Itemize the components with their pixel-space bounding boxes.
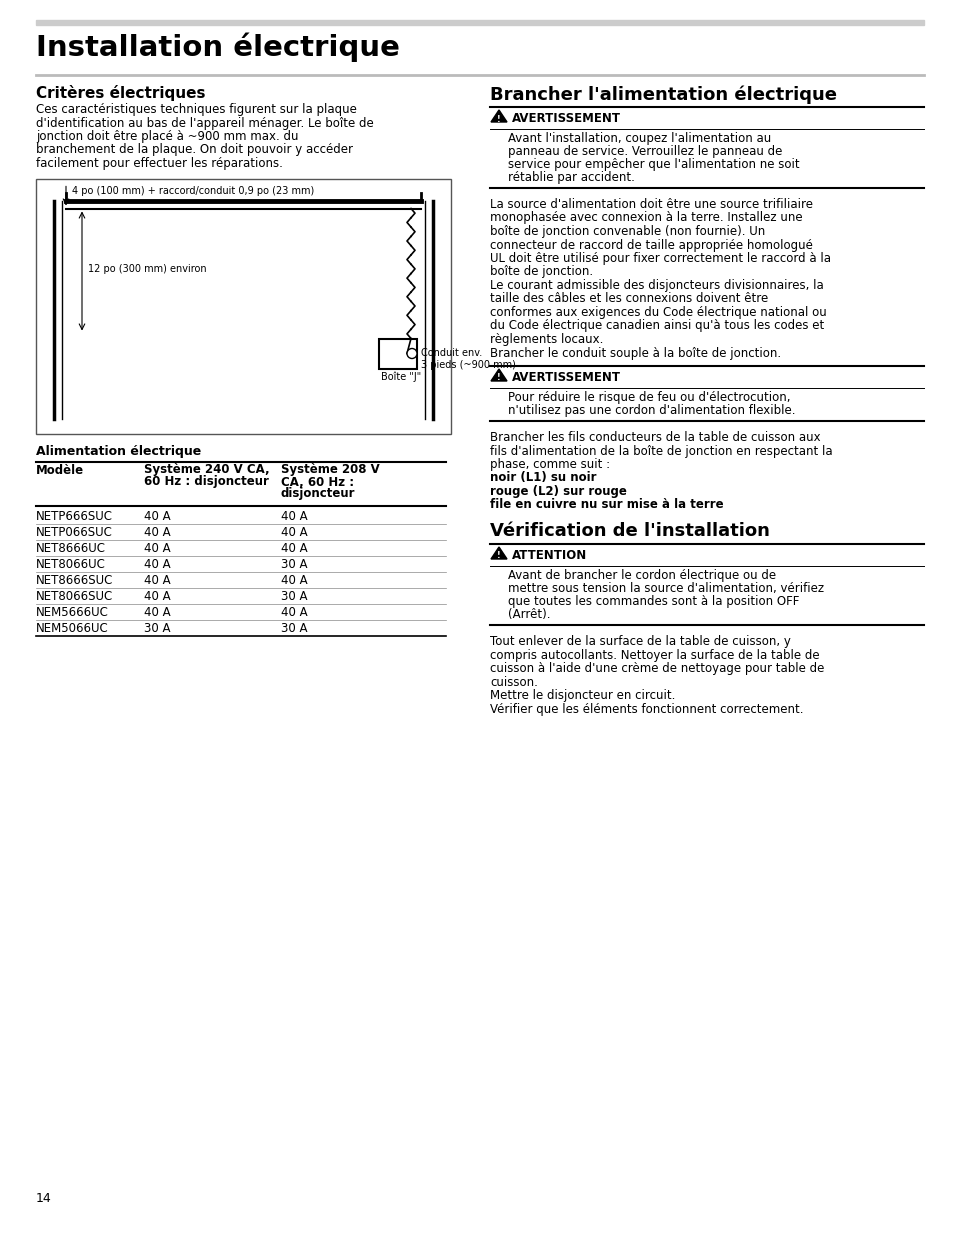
Text: compris autocollants. Nettoyer la surface de la table de: compris autocollants. Nettoyer la surfac… xyxy=(490,648,819,662)
Text: Système 240 V CA,: Système 240 V CA, xyxy=(144,463,270,477)
Text: 40 A: 40 A xyxy=(144,589,171,603)
Text: NET8066UC: NET8066UC xyxy=(36,557,106,571)
Text: Pour réduire le risque de feu ou d'électrocution,: Pour réduire le risque de feu ou d'élect… xyxy=(507,391,790,404)
Text: Le courant admissible des disjoncteurs divisionnaires, la: Le courant admissible des disjoncteurs d… xyxy=(490,279,822,291)
Text: NET8666UC: NET8666UC xyxy=(36,541,106,555)
Text: Alimentation électrique: Alimentation électrique xyxy=(36,446,201,458)
Text: Modèle: Modèle xyxy=(36,463,84,477)
Text: boîte de jonction.: boîte de jonction. xyxy=(490,266,593,279)
Text: CA, 60 Hz :: CA, 60 Hz : xyxy=(281,475,354,489)
Text: 40 A: 40 A xyxy=(144,510,171,522)
Text: Boîte "J": Boîte "J" xyxy=(380,372,421,382)
Text: boîte de jonction convenable (non fournie). Un: boîte de jonction convenable (non fourni… xyxy=(490,225,764,238)
Text: service pour empêcher que l'alimentation ne soit: service pour empêcher que l'alimentation… xyxy=(507,158,799,170)
Text: Brancher les fils conducteurs de la table de cuisson aux: Brancher les fils conducteurs de la tabl… xyxy=(490,431,820,445)
Text: rouge (L2) sur rouge: rouge (L2) sur rouge xyxy=(490,485,626,498)
Text: La source d'alimentation doit être une source trifiliaire: La source d'alimentation doit être une s… xyxy=(490,198,812,211)
Bar xyxy=(36,20,923,25)
Text: file en cuivre nu sur mise à la terre: file en cuivre nu sur mise à la terre xyxy=(490,499,723,511)
Text: Vérification de l'installation: Vérification de l'installation xyxy=(490,522,769,540)
Text: disjoncteur: disjoncteur xyxy=(281,488,355,500)
Text: Vérifier que les éléments fonctionnent correctement.: Vérifier que les éléments fonctionnent c… xyxy=(490,703,802,715)
Text: 60 Hz : disjoncteur: 60 Hz : disjoncteur xyxy=(144,475,269,489)
Text: 40 A: 40 A xyxy=(144,573,171,587)
Text: Ces caractéristiques techniques figurent sur la plaque: Ces caractéristiques techniques figurent… xyxy=(36,103,356,116)
Text: 40 A: 40 A xyxy=(144,526,171,538)
Text: Conduit env.: Conduit env. xyxy=(420,348,482,358)
Text: 40 A: 40 A xyxy=(281,526,307,538)
Text: noir (L1) su noir: noir (L1) su noir xyxy=(490,472,596,484)
Polygon shape xyxy=(491,547,506,559)
Text: règlements locaux.: règlements locaux. xyxy=(490,333,602,346)
Text: phase, comme suit :: phase, comme suit : xyxy=(490,458,610,471)
Text: NET8066SUC: NET8066SUC xyxy=(36,589,113,603)
Text: facilement pour effectuer les réparations.: facilement pour effectuer les réparation… xyxy=(36,157,283,170)
Text: Système 208 V: Système 208 V xyxy=(281,463,379,477)
Text: 4 po (100 mm) + raccord/conduit 0,9 po (23 mm): 4 po (100 mm) + raccord/conduit 0,9 po (… xyxy=(71,186,314,196)
Text: !: ! xyxy=(497,552,500,561)
Text: 40 A: 40 A xyxy=(281,605,307,619)
Text: 14: 14 xyxy=(36,1192,51,1205)
Text: 12 po (300 mm) environ: 12 po (300 mm) environ xyxy=(88,264,207,274)
Text: n'utilisez pas une cordon d'alimentation flexible.: n'utilisez pas une cordon d'alimentation… xyxy=(507,404,795,417)
Text: Tout enlever de la surface de la table de cuisson, y: Tout enlever de la surface de la table d… xyxy=(490,635,790,648)
Text: Brancher le conduit souple à la boîte de jonction.: Brancher le conduit souple à la boîte de… xyxy=(490,347,781,359)
Text: NETP066SUC: NETP066SUC xyxy=(36,526,112,538)
Text: Critères électriques: Critères électriques xyxy=(36,85,205,101)
Text: jonction doit être placé à ~900 mm max. du: jonction doit être placé à ~900 mm max. … xyxy=(36,130,298,143)
Text: Installation électrique: Installation électrique xyxy=(36,33,399,63)
Text: 40 A: 40 A xyxy=(144,605,171,619)
Text: NETP666SUC: NETP666SUC xyxy=(36,510,112,522)
Text: Brancher l'alimentation électrique: Brancher l'alimentation électrique xyxy=(490,85,836,104)
Text: 30 A: 30 A xyxy=(281,621,307,635)
Text: 30 A: 30 A xyxy=(281,589,307,603)
Text: AVERTISSEMENT: AVERTISSEMENT xyxy=(512,370,620,384)
Text: NEM5066UC: NEM5066UC xyxy=(36,621,109,635)
Text: 40 A: 40 A xyxy=(281,541,307,555)
Text: 40 A: 40 A xyxy=(281,510,307,522)
Text: UL doit être utilisé pour fixer correctement le raccord à la: UL doit être utilisé pour fixer correcte… xyxy=(490,252,830,266)
Text: 40 A: 40 A xyxy=(144,541,171,555)
Text: NET8666SUC: NET8666SUC xyxy=(36,573,113,587)
Polygon shape xyxy=(491,110,506,122)
Text: d'identification au bas de l'appareil ménager. Le boîte de: d'identification au bas de l'appareil mé… xyxy=(36,116,374,130)
Text: (Arrêt).: (Arrêt). xyxy=(507,608,550,621)
Text: NEM5666UC: NEM5666UC xyxy=(36,605,109,619)
Text: taille des câbles et les connexions doivent être: taille des câbles et les connexions doiv… xyxy=(490,293,767,305)
Text: AVERTISSEMENT: AVERTISSEMENT xyxy=(512,112,620,125)
Text: 30 A: 30 A xyxy=(144,621,171,635)
Polygon shape xyxy=(491,369,506,382)
Text: 40 A: 40 A xyxy=(281,573,307,587)
Text: que toutes les commandes sont à la position OFF: que toutes les commandes sont à la posit… xyxy=(507,595,799,608)
Text: Avant l'installation, coupez l'alimentation au: Avant l'installation, coupez l'alimentat… xyxy=(507,132,770,144)
Text: Mettre le disjoncteur en circuit.: Mettre le disjoncteur en circuit. xyxy=(490,689,675,701)
Bar xyxy=(36,179,451,433)
Bar xyxy=(378,338,416,368)
Text: !: ! xyxy=(497,115,500,124)
Text: 30 A: 30 A xyxy=(281,557,307,571)
Text: 3 pieds (~900 mm): 3 pieds (~900 mm) xyxy=(420,361,516,370)
Text: conformes aux exigences du Code électrique national ou: conformes aux exigences du Code électriq… xyxy=(490,306,826,319)
Text: monophasée avec connexion à la terre. Installez une: monophasée avec connexion à la terre. In… xyxy=(490,211,801,225)
Text: rétablie par accident.: rétablie par accident. xyxy=(507,170,634,184)
Text: 40 A: 40 A xyxy=(144,557,171,571)
Text: du Code électrique canadien ainsi qu'à tous les codes et: du Code électrique canadien ainsi qu'à t… xyxy=(490,320,823,332)
Text: cuisson à l'aide d'une crème de nettoyage pour table de: cuisson à l'aide d'une crème de nettoyag… xyxy=(490,662,823,676)
Text: connecteur de raccord de taille appropriée homologué: connecteur de raccord de taille appropri… xyxy=(490,238,812,252)
Text: branchement de la plaque. On doit pouvoir y accéder: branchement de la plaque. On doit pouvoi… xyxy=(36,143,353,157)
Text: panneau de service. Verrouillez le panneau de: panneau de service. Verrouillez le panne… xyxy=(507,144,781,158)
Text: cuisson.: cuisson. xyxy=(490,676,537,688)
Circle shape xyxy=(407,348,416,358)
Text: Avant de brancher le cordon électrique ou de: Avant de brancher le cordon électrique o… xyxy=(507,569,776,582)
Text: ATTENTION: ATTENTION xyxy=(512,550,587,562)
Text: fils d'alimentation de la boîte de jonction en respectant la: fils d'alimentation de la boîte de jonct… xyxy=(490,445,832,457)
Text: mettre sous tension la source d'alimentation, vérifiez: mettre sous tension la source d'alimenta… xyxy=(507,582,823,595)
Text: !: ! xyxy=(497,373,500,383)
